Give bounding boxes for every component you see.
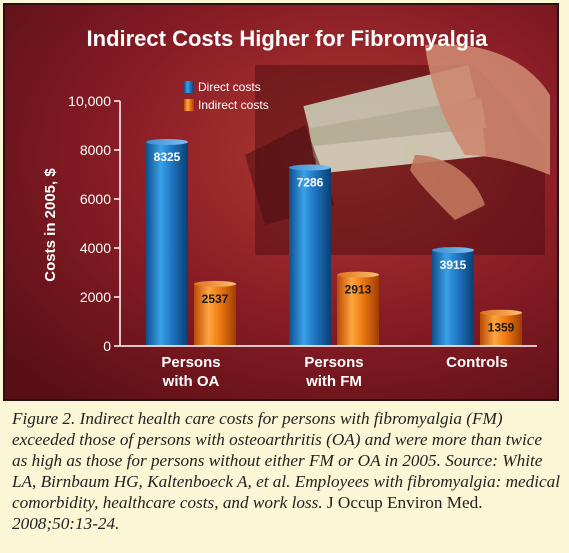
y-tick-label: 4000 <box>80 240 111 256</box>
data-label-direct: 7286 <box>297 175 324 189</box>
legend-swatch-direct <box>184 81 194 93</box>
x-category-label: Persons <box>161 354 220 371</box>
data-label-indirect: 1359 <box>488 321 515 335</box>
chart: Indirect Costs Higher for Fibromyalgia D… <box>5 5 557 399</box>
bar-indirect-cap <box>480 309 522 316</box>
bar-indirect <box>194 283 236 346</box>
caption-journal: J Occup Environ Med. <box>326 493 483 512</box>
y-tick-label: 8000 <box>80 142 111 158</box>
bar-indirect <box>480 312 522 346</box>
bar-direct <box>289 167 331 346</box>
bar-indirect <box>337 274 379 346</box>
caption-text: Figure 2. Indirect health care costs for… <box>12 409 561 512</box>
figure-panel: Indirect Costs Higher for Fibromyalgia D… <box>3 3 559 401</box>
data-label-direct: 8325 <box>154 150 181 164</box>
legend-swatch-indirect <box>184 99 194 111</box>
y-tick-label: 0 <box>103 338 111 354</box>
bar-direct <box>146 142 188 346</box>
legend-label-indirect: Indirect costs <box>198 98 269 112</box>
caption-citation: 2008;50:13-24. <box>12 514 120 533</box>
x-category-label: with FM <box>305 373 362 390</box>
x-category-label: Persons <box>304 354 363 371</box>
data-label-indirect: 2537 <box>202 292 229 306</box>
y-tick-label: 10,000 <box>68 93 111 109</box>
chart-title: Indirect Costs Higher for Fibromyalgia <box>87 26 489 51</box>
y-tick-label: 2000 <box>80 289 111 305</box>
figure-caption: Figure 2. Indirect health care costs for… <box>12 408 560 534</box>
data-label-indirect: 2913 <box>345 283 372 297</box>
data-label-direct: 3915 <box>440 258 467 272</box>
bar-direct-cap <box>432 247 474 254</box>
legend-label-direct: Direct costs <box>198 80 261 94</box>
x-category-label: Controls <box>446 354 508 371</box>
y-tick-label: 6000 <box>80 191 111 207</box>
bar-direct-cap <box>289 164 331 171</box>
bar-indirect-cap <box>194 280 236 287</box>
x-category-label: with OA <box>162 373 220 390</box>
bar-direct-cap <box>146 139 188 146</box>
y-axis-label: Costs in 2005, $ <box>42 168 59 282</box>
bar-direct <box>432 250 474 346</box>
bar-indirect-cap <box>337 271 379 278</box>
